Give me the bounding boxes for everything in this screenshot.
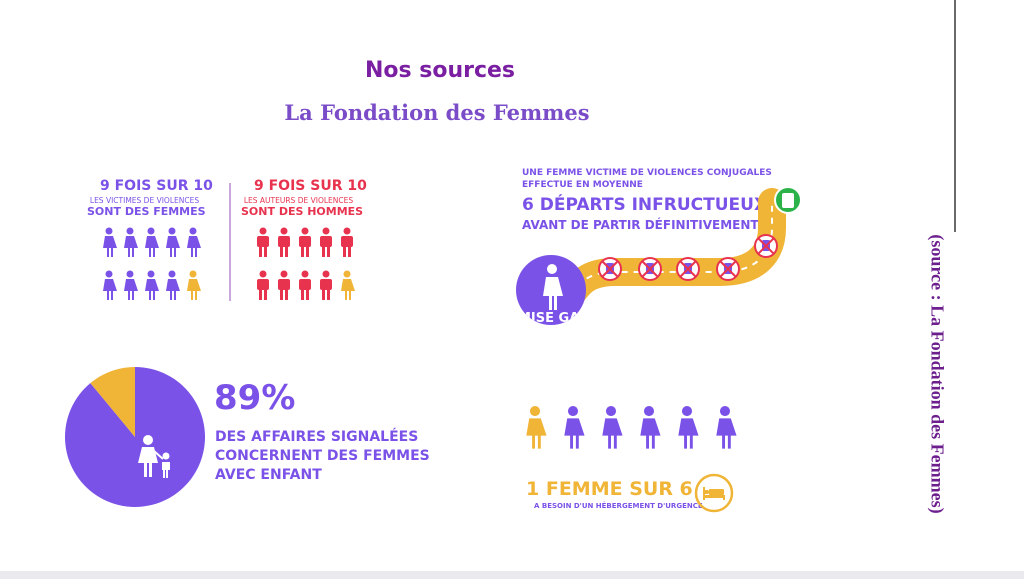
journey-intro: UNE FEMME VICTIME DE VIOLENCES CONJUGALE… (522, 167, 772, 191)
stat-divider (229, 183, 231, 301)
failed-suitcase-icon (638, 257, 662, 281)
failed-suitcase-icon (754, 234, 778, 258)
perpetrators-headline: 9 FOIS SUR 10 (254, 178, 367, 194)
man-figure-icon (299, 270, 311, 300)
woman-figure-icon (124, 270, 138, 300)
man-figure-icon (320, 227, 332, 257)
perpetrators-figures (254, 227, 356, 300)
woman-figure-icon (124, 227, 138, 257)
man-figure-icon (341, 227, 353, 257)
bottom-bar (0, 571, 1024, 579)
woman-start-badge: MISE GA (516, 255, 586, 325)
failed-suitcase-icon (676, 257, 700, 281)
victims-line2: SONT DES FEMMES (87, 205, 206, 218)
source-caption: (source : La Fondation des Femmes) (927, 234, 948, 514)
page-title: Nos sources (364, 58, 516, 83)
woman-figure-icon (602, 406, 623, 449)
failed-departure-icons (598, 234, 778, 281)
man-figure-icon (257, 227, 269, 257)
woman-figure-icon (543, 264, 563, 310)
woman-figure-icon (166, 270, 180, 300)
woman-figure-icon (187, 227, 201, 257)
woman-figure-icon (145, 270, 159, 300)
journey-intro-line1: UNE FEMME VICTIME DE VIOLENCES CONJUGALE… (522, 168, 772, 178)
shelter-headline: 1 FEMME SUR 6 (526, 478, 693, 500)
woman-figure-icon (526, 406, 547, 449)
badge-label: MISE GA (518, 311, 580, 325)
shelter-figures (522, 390, 738, 464)
page-subtitle: La Fondation des Femmes (284, 100, 590, 125)
failed-suitcase-icon (716, 257, 740, 281)
woman-figure-icon (145, 227, 159, 257)
woman-figure-icon (166, 227, 180, 257)
woman-figure-icon (341, 270, 355, 300)
bed-icon (694, 473, 734, 513)
man-figure-icon (278, 227, 290, 257)
pie-caption-line2: CONCERNENT DES FEMMES (215, 448, 430, 464)
woman-figure-icon (640, 406, 661, 449)
man-figure-icon (320, 270, 332, 300)
woman-figure-icon (187, 270, 201, 300)
perpetrators-line1: LES AUTEURS DE VIOLENCES (243, 196, 354, 205)
woman-figure-icon (103, 227, 117, 257)
woman-figure-icon (678, 406, 699, 449)
woman-figure-icon (564, 406, 585, 449)
journey-intro-line2: EFFECTUE EN MOYENNE (522, 180, 643, 190)
pie-chart (65, 367, 206, 507)
pie-caption-line3: AVEC ENFANT (215, 467, 322, 483)
woman-figure-icon (716, 406, 737, 449)
journey-subline: AVANT DE PARTIR DÉFINITIVEMENT (522, 218, 759, 232)
journey-headline: 6 DÉPARTS INFRUCTUEUX (522, 195, 768, 215)
man-figure-icon (278, 270, 290, 300)
victims-line1: LES VICTIMES DE VIOLENCES (89, 196, 200, 205)
pie-caption: DES AFFAIRES SIGNALÉES CONCERNENT DES FE… (215, 428, 430, 485)
victims-figures (100, 227, 202, 300)
man-figure-icon (257, 270, 269, 300)
mother-child-icon (138, 435, 170, 478)
victims-headline: 9 FOIS SUR 10 (100, 178, 213, 194)
pie-caption-line1: DES AFFAIRES SIGNALÉES (215, 429, 419, 445)
pie-slice-other (90, 367, 135, 437)
shelter-caption: A BESOIN D'UN HÉBERGEMENT D'URGENCE (534, 502, 703, 510)
man-figure-icon (299, 227, 311, 257)
perpetrators-line2: SONT DES HOMMES (241, 205, 364, 218)
failed-suitcase-icon (598, 257, 622, 281)
pie-slice-with-child (65, 367, 206, 507)
right-divider (954, 0, 956, 232)
suitcase-success-icon (774, 186, 802, 214)
woman-figure-icon (103, 270, 117, 300)
pie-percent: 89% (214, 378, 296, 418)
